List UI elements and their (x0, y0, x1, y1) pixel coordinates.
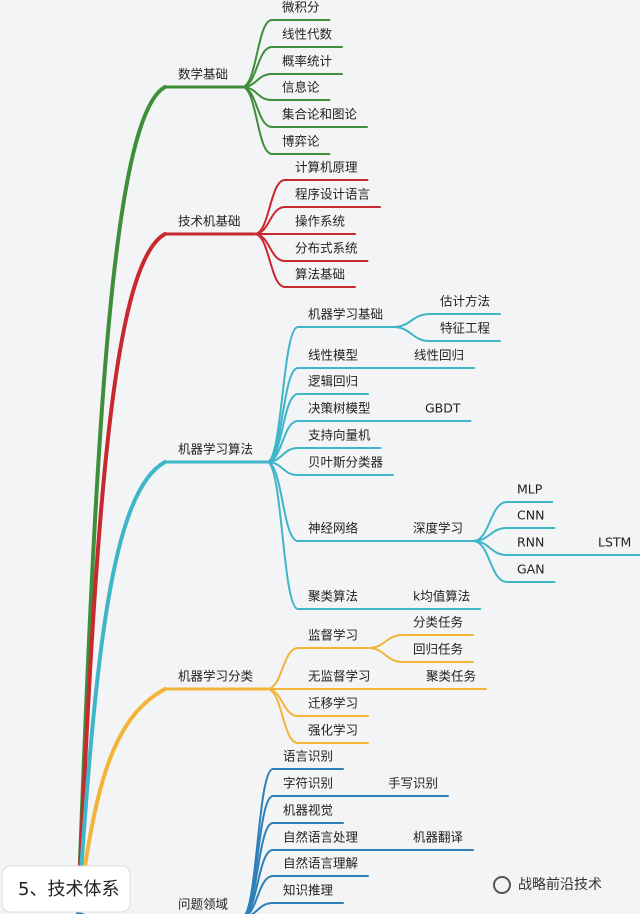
node-label: 逻辑回归 (308, 374, 358, 389)
connector (241, 86, 273, 155)
connector (76, 232, 167, 914)
node-label: 神经网络 (308, 521, 359, 536)
node-label: 特征工程 (440, 321, 491, 336)
node-label: 强化学习 (308, 723, 358, 738)
node-label: 集合论和图论 (282, 107, 358, 122)
node-label: 无监督学习 (308, 669, 371, 684)
connector (266, 326, 299, 463)
connector (250, 902, 274, 914)
node-label: 自然语言处理 (283, 830, 359, 845)
node-label: 估计方法 (440, 294, 490, 309)
node-label: 博弈论 (282, 134, 320, 149)
node-label: 手写识别 (388, 776, 438, 791)
node-label: 字符识别 (283, 776, 333, 791)
node-label: 信息论 (282, 80, 320, 95)
node-label: 回归任务 (413, 642, 463, 657)
connector (241, 19, 273, 88)
connector (253, 206, 286, 235)
node-label: 语言识别 (283, 749, 333, 764)
watermark-icon (493, 876, 511, 894)
connector (367, 647, 404, 663)
node-label: 机器学习分类 (178, 669, 254, 684)
watermark: 战略前沿技术 (518, 876, 602, 893)
connector (266, 461, 299, 610)
node-label: 自然语言理解 (283, 856, 358, 871)
node-label: 分类任务 (413, 615, 463, 630)
connector (76, 85, 167, 914)
node-label: 聚类任务 (426, 669, 476, 684)
node-label: 算法基础 (295, 267, 345, 282)
node-label: 贝叶斯分类器 (308, 455, 384, 470)
node-label: 线性模型 (308, 348, 358, 363)
node-label: GAN (517, 562, 545, 577)
node-label: 技术机基础 (178, 214, 241, 229)
node-label: 线性回归 (414, 348, 464, 363)
node-label: 机器学习基础 (308, 307, 383, 322)
node-label: 概率统计 (282, 54, 332, 69)
node-label: 数学基础 (178, 67, 228, 82)
connector (367, 634, 404, 649)
connector (266, 688, 299, 744)
connector (266, 393, 299, 463)
node-label: 机器学习算法 (178, 442, 253, 457)
connector (245, 849, 274, 914)
connector (244, 768, 274, 914)
links (76, 19, 640, 914)
node-label: 分布式系统 (295, 241, 358, 256)
node-label: 支持向量机 (308, 428, 371, 443)
connector (253, 233, 286, 288)
caption: 5、技术体系 (18, 879, 119, 900)
node-label: 聚类算法 (308, 589, 358, 604)
node-label: 知识推理 (283, 883, 334, 898)
node-label: CNN (517, 508, 544, 523)
node-label: LSTM (598, 535, 631, 550)
node-label: 机器翻译 (413, 830, 464, 845)
node-label: 决策树模型 (308, 401, 371, 416)
node-label: MLP (517, 482, 543, 497)
connector (392, 313, 431, 328)
node-label: 计算机原理 (295, 160, 358, 175)
caption-box (1, 865, 131, 913)
node-label: 操作系统 (295, 214, 345, 229)
node-label: 问题领域 (178, 897, 228, 912)
node-label: GBDT (425, 401, 461, 416)
node-label: RNN (517, 535, 544, 550)
connector (246, 875, 274, 914)
connector (266, 688, 299, 717)
node-label: 微积分 (282, 0, 320, 15)
node-label: 机器视觉 (283, 803, 333, 818)
node-label: 深度学习 (413, 521, 463, 536)
node-label: 迁移学习 (308, 696, 358, 711)
connector (392, 326, 431, 342)
connector (472, 540, 508, 583)
node-label: 监督学习 (308, 628, 358, 643)
connector (266, 647, 299, 690)
node-label: 线性代数 (282, 27, 333, 42)
node-label: k均值算法 (413, 589, 470, 604)
node-label: 程序设计语言 (295, 187, 370, 202)
connector (76, 460, 167, 914)
